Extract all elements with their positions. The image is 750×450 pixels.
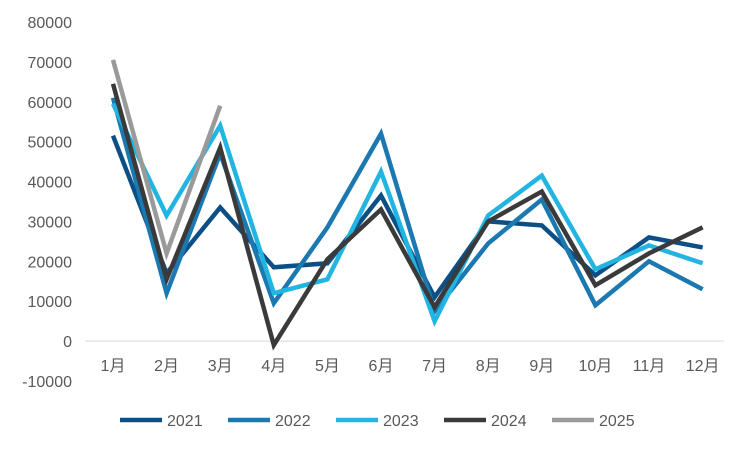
axis-layer: 80000 70000 60000 50000 40000 30000 20000 10000…	[22, 15, 724, 391]
x-tick-label: 9月	[529, 358, 554, 375]
x-tick-label: 2月	[154, 358, 179, 375]
series-line-2022	[110, 97, 704, 316]
legend: 2021 2022 2023 2024 2025	[120, 413, 635, 430]
y-tick-label: 30000	[28, 214, 73, 231]
y-tick-label: 70000	[28, 55, 73, 72]
y-tick-label: 80000	[28, 15, 73, 32]
x-tick-label: 10月	[578, 358, 612, 375]
legend-label: 2023	[383, 413, 419, 430]
y-tick-label: 60000	[28, 95, 73, 112]
y-tick-label: 0	[63, 334, 72, 351]
y-tick-label: 10000	[28, 294, 73, 311]
x-tick-label: 1月	[101, 358, 126, 375]
series-layer	[110, 59, 704, 351]
legend-item-2022: 2022	[228, 413, 311, 430]
x-tick-label: 6月	[369, 358, 394, 375]
x-tick-label: 4月	[261, 358, 286, 375]
legend-item-2021: 2021	[120, 413, 203, 430]
legend-label: 2025	[599, 413, 635, 430]
x-tick-label: 7月	[422, 358, 447, 375]
legend-item-2023: 2023	[336, 413, 419, 430]
y-tick-label: 40000	[28, 175, 73, 192]
y-tick-label: 50000	[28, 135, 73, 152]
x-tick-label: 5月	[315, 358, 340, 375]
legend-item-2025: 2025	[552, 413, 635, 430]
x-tick-label: 8月	[476, 358, 501, 375]
y-tick-label: 20000	[28, 254, 73, 271]
legend-item-2024: 2024	[444, 413, 527, 430]
x-tick-label: 3月	[208, 358, 233, 375]
x-tick-label: 12月	[686, 358, 720, 375]
x-tick-label: 11月	[633, 358, 666, 375]
y-tick-label: -10000	[22, 374, 72, 391]
series-line-2023	[110, 102, 704, 327]
legend-label: 2021	[167, 413, 203, 430]
legend-label: 2022	[275, 413, 311, 430]
legend-label: 2024	[491, 413, 527, 430]
series-line-2024	[110, 83, 704, 351]
